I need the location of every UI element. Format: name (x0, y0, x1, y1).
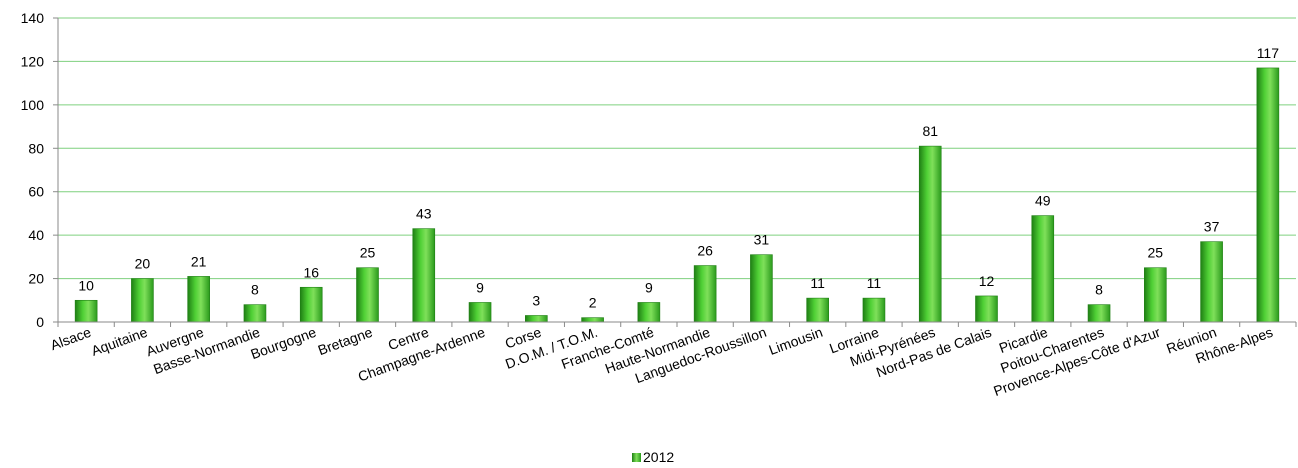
bar (412, 228, 436, 323)
bar (525, 315, 548, 323)
y-tick-label: 120 (21, 53, 45, 69)
axes (57, 18, 1296, 323)
data-label: 2 (589, 295, 597, 311)
bar (581, 317, 604, 323)
data-label: 20 (135, 256, 151, 272)
x-axis-ticks: AlsaceAquitaineAuvergneBasse-NormandieBo… (48, 322, 1297, 399)
y-tick-label: 100 (21, 97, 45, 113)
bar (862, 297, 886, 323)
data-label: 31 (754, 232, 770, 248)
data-label: 37 (1204, 219, 1220, 235)
bar (299, 286, 323, 323)
data-label: 81 (922, 123, 938, 139)
y-tick-label: 20 (28, 271, 44, 287)
bar (356, 267, 379, 323)
data-label: 11 (867, 275, 882, 291)
data-label: 43 (416, 206, 432, 222)
bar (1144, 267, 1167, 323)
x-tick-label: Alsace (48, 324, 93, 353)
y-tick-label: 40 (28, 227, 44, 243)
bars (74, 67, 1280, 323)
y-tick-label: 80 (28, 140, 44, 156)
data-label: 25 (360, 245, 376, 261)
bar (1256, 67, 1280, 323)
y-tick-label: 0 (36, 314, 44, 330)
bar (918, 145, 942, 323)
data-label: 10 (78, 277, 94, 293)
bar (1200, 241, 1223, 323)
data-label: 9 (476, 279, 484, 295)
data-label: 117 (1257, 45, 1280, 61)
data-label: 49 (1035, 193, 1051, 209)
legend-label-2012: 2012 (643, 449, 674, 465)
bar (693, 265, 717, 323)
bar (131, 278, 154, 323)
data-label: 21 (191, 253, 207, 269)
data-label: 25 (1148, 245, 1164, 261)
data-label: 8 (251, 282, 259, 298)
x-tick-label: Aquitaine (89, 324, 150, 359)
legend-swatch-2012 (632, 453, 641, 462)
bar (243, 304, 267, 323)
bar (975, 295, 998, 323)
data-label: 11 (810, 275, 825, 291)
bar (637, 302, 661, 323)
bar (750, 254, 773, 323)
data-label: 3 (532, 292, 540, 308)
y-axis-ticks: 0 20 40 60 80 100 120 140 (21, 10, 58, 330)
y-tick-label: 60 (28, 184, 44, 200)
bar (1087, 304, 1111, 323)
data-label: 9 (645, 279, 653, 295)
y-tick-label: 140 (21, 10, 45, 26)
gridlines (58, 17, 1296, 280)
bar (74, 299, 98, 323)
bar (468, 302, 492, 323)
data-labels: 10 20 21 8 16 25 43 9 3 2 9 26 31 11 11 81 12 49 8 25 37 117 (78, 45, 1279, 311)
bar (187, 276, 210, 323)
x-tick-label: Limousin (767, 324, 825, 358)
data-label: 26 (697, 243, 713, 259)
data-label: 8 (1095, 282, 1103, 298)
bar (1031, 215, 1055, 323)
x-tick-label: Bourgogne (248, 324, 318, 363)
x-tick-label: Bretagne (316, 324, 375, 359)
bar (806, 297, 829, 323)
data-label: 12 (979, 273, 995, 289)
data-label: 16 (303, 264, 319, 280)
legend: 2012 (632, 449, 674, 465)
